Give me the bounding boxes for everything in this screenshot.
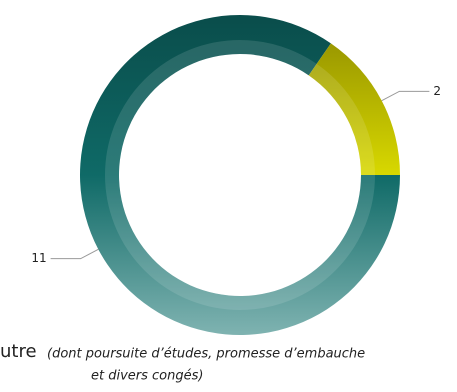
donut-slice [308, 43, 400, 175]
leader-line [50, 248, 99, 260]
legend-label: utre [0, 341, 37, 362]
data-label: 2 [433, 84, 441, 98]
legend-note: (dont poursuite d’études, promesse d’emb… [47, 347, 365, 362]
inner-rim [105, 40, 375, 310]
leader-line [381, 90, 430, 102]
legend-note: et divers congés) [91, 369, 203, 384]
data-label: 11 [31, 251, 46, 265]
